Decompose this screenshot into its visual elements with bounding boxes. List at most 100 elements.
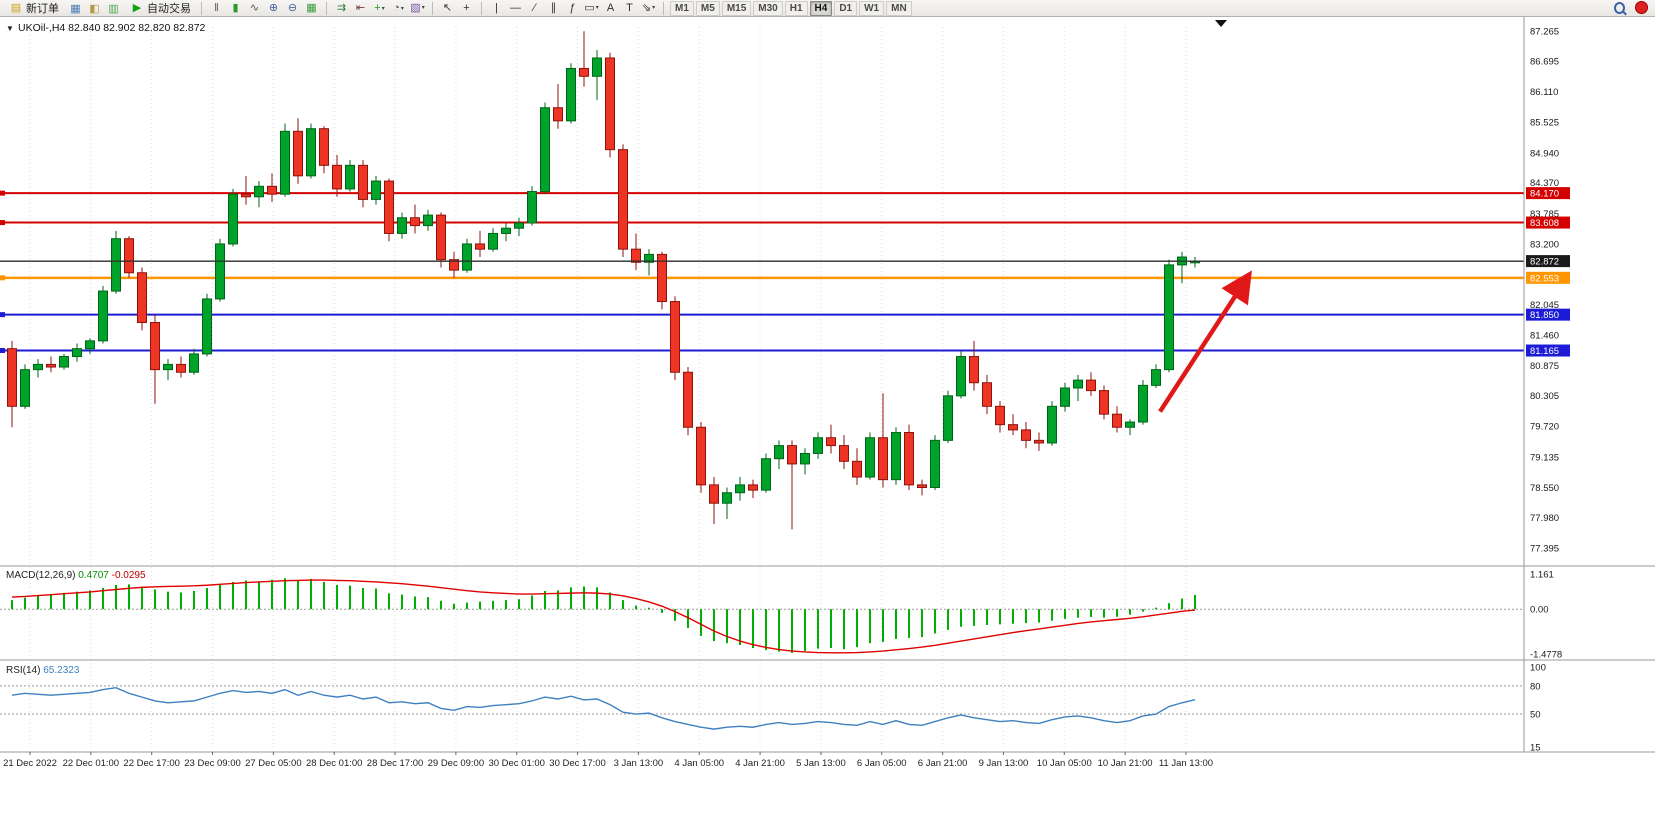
search-icon[interactable] bbox=[1613, 0, 1632, 17]
chart-window[interactable]: ▼ UKOil-,H4 82.840 82.902 82.820 82.872 87… bbox=[0, 17, 1655, 818]
auto-trading-button[interactable]: ▶ 自动交易 bbox=[125, 0, 196, 17]
timeframe-D1[interactable]: D1 bbox=[834, 0, 858, 16]
auto-scroll-icon[interactable]: ⇉ bbox=[336, 2, 347, 15]
periods-icon[interactable]: ◔ ▾ bbox=[393, 2, 404, 15]
dropdown-caret-icon: ▾ bbox=[400, 5, 404, 12]
channel-icon[interactable]: ∥ bbox=[550, 2, 557, 15]
new-order-icon: ▤ bbox=[10, 1, 22, 14]
price-tick-label: 81.460 bbox=[1530, 331, 1559, 342]
macd-axis-label: 1.161 bbox=[1530, 570, 1554, 581]
bar-position-marker-icon bbox=[1215, 20, 1227, 27]
shapes-icon[interactable]: ▭ ▾ bbox=[584, 2, 599, 15]
dropdown-caret-icon: ▾ bbox=[652, 5, 656, 12]
new-order-button[interactable]: ▤ 新订单 bbox=[4, 0, 64, 17]
price-tick-label: 82.045 bbox=[1530, 300, 1559, 311]
hline-handle-81.850[interactable] bbox=[0, 312, 5, 318]
timeframe-H1[interactable]: H1 bbox=[784, 0, 808, 16]
zoom-out-icon[interactable]: ⊖ bbox=[287, 2, 298, 15]
dropdown-caret-icon: ▾ bbox=[381, 5, 385, 12]
alert-icon-glyph bbox=[1635, 1, 1648, 14]
trend-arrow-annotation[interactable] bbox=[1158, 270, 1252, 413]
indicators-icon[interactable]: + ▾ bbox=[374, 2, 385, 15]
horizontal-line-icon[interactable]: — bbox=[510, 2, 521, 15]
svg-text:82.553: 82.553 bbox=[1530, 273, 1559, 284]
price-badge-82.872: 82.872 bbox=[1526, 255, 1570, 268]
symbol-ohlc-label: UKOil-,H4 82.840 82.902 82.820 82.872 bbox=[18, 22, 206, 34]
macd-axis-label: 0.00 bbox=[1530, 605, 1549, 616]
chart-shift-icon[interactable]: ⇤ bbox=[355, 2, 366, 15]
time-tick-label: 5 Jan 13:00 bbox=[796, 758, 846, 769]
price-tick-label: 85.525 bbox=[1530, 118, 1559, 129]
hline-handle-81.165[interactable] bbox=[0, 348, 5, 354]
panel-borders bbox=[0, 17, 1655, 753]
chart-svg[interactable]: ▼ UKOil-,H4 82.840 82.902 82.820 82.872 87… bbox=[0, 17, 1655, 818]
time-tick-label: 10 Jan 21:00 bbox=[1098, 758, 1153, 769]
dropdown-caret-icon: ▾ bbox=[595, 5, 599, 12]
rsi-panel: RSI(14) 65.2323 100 80 50 15 bbox=[0, 663, 1546, 754]
autotrade-play-icon: ▶ bbox=[132, 1, 142, 14]
toolbar-separator bbox=[663, 1, 664, 15]
cursor-icon[interactable]: ↖ bbox=[442, 2, 453, 15]
timeframe-W1[interactable]: W1 bbox=[859, 0, 885, 16]
main-chart-panel: ▼ UKOil-,H4 82.840 82.902 82.820 82.872 bbox=[0, 20, 1524, 530]
price-badge-83.608: 83.608 bbox=[1526, 216, 1570, 229]
new-order-label: 新订单 bbox=[26, 3, 59, 15]
time-tick-label: 29 Dec 09:00 bbox=[428, 758, 485, 769]
time-axis[interactable]: 21 Dec 2022 22 Dec 01:00 22 Dec 17:00 23 De… bbox=[3, 752, 1213, 769]
time-tick-label: 27 Dec 05:00 bbox=[245, 758, 302, 769]
toolbar-separator bbox=[201, 1, 202, 15]
charts-grid-icon[interactable]: ▦ bbox=[70, 2, 81, 15]
rsi-axis-label: 100 bbox=[1530, 663, 1546, 674]
rsi-axis-label: 80 bbox=[1530, 681, 1541, 692]
fibonacci-icon[interactable]: ƒ bbox=[569, 2, 576, 15]
candlestick-chart-icon[interactable]: ▮ bbox=[232, 2, 239, 15]
timeframe-toolbar: M1 M5 M15 M30 H1 H4 D1 W1 MN bbox=[669, 0, 913, 16]
arrows-icon[interactable]: ⇘ ▾ bbox=[641, 2, 656, 15]
hline-handle-83.608[interactable] bbox=[0, 220, 5, 226]
price-axis[interactable]: 87.265 86.695 86.110 85.525 84.940 84.370 83.7… bbox=[1526, 27, 1570, 555]
timeframe-H4[interactable]: H4 bbox=[809, 0, 833, 16]
time-tick-label: 4 Jan 05:00 bbox=[674, 758, 724, 769]
price-tick-label: 77.395 bbox=[1530, 544, 1559, 555]
svg-text:83.608: 83.608 bbox=[1530, 218, 1559, 229]
grid-icon[interactable]: ▦ bbox=[306, 2, 317, 15]
price-tick-label: 83.785 bbox=[1530, 209, 1559, 220]
timeframe-M30[interactable]: M30 bbox=[753, 0, 783, 16]
templates-icon[interactable]: ▧ ▾ bbox=[410, 2, 425, 15]
bar-chart-icon[interactable]: ‖ bbox=[214, 2, 219, 15]
dropdown-caret-icon: ▾ bbox=[421, 5, 425, 12]
timeframe-MN[interactable]: MN bbox=[886, 0, 912, 16]
line-chart-icon[interactable]: ∿ bbox=[249, 2, 260, 15]
timeframe-M5[interactable]: M5 bbox=[695, 0, 720, 16]
time-tick-label: 22 Dec 01:00 bbox=[63, 758, 120, 769]
svg-text:81.850: 81.850 bbox=[1530, 310, 1559, 321]
price-badge-81.165: 81.165 bbox=[1526, 344, 1570, 357]
time-tick-label: 23 Dec 09:00 bbox=[184, 758, 241, 769]
macd-axis-label: -1.4778 bbox=[1530, 650, 1562, 661]
trendline-icon[interactable]: ∕ bbox=[533, 2, 536, 15]
data-window-icon[interactable]: ▥ bbox=[108, 2, 119, 15]
zoom-in-icon[interactable]: ⊕ bbox=[268, 2, 279, 15]
hline-handle-82.553[interactable] bbox=[0, 275, 5, 281]
price-tick-label: 79.720 bbox=[1530, 422, 1559, 433]
svg-text:81.165: 81.165 bbox=[1530, 346, 1559, 357]
price-badge-82.553: 82.553 bbox=[1526, 271, 1570, 284]
text-icon[interactable]: A bbox=[606, 2, 615, 15]
timeframe-M15[interactable]: M15 bbox=[721, 0, 752, 16]
vertical-line-icon[interactable]: | bbox=[495, 2, 498, 15]
alert-icon[interactable] bbox=[1632, 0, 1651, 16]
crosshair-icon[interactable]: + bbox=[463, 2, 470, 15]
price-tick-label: 80.305 bbox=[1530, 391, 1559, 402]
collapse-quotes-icon[interactable]: ▼ bbox=[6, 24, 14, 33]
macd-signal-line bbox=[11, 579, 1196, 654]
time-tick-label: 6 Jan 05:00 bbox=[857, 758, 907, 769]
label-icon[interactable]: T bbox=[626, 2, 633, 15]
timeframe-M1[interactable]: M1 bbox=[670, 0, 694, 16]
time-tick-label: 9 Jan 13:00 bbox=[979, 758, 1029, 769]
candlesticks bbox=[7, 31, 1200, 530]
toolbar-separator bbox=[432, 1, 433, 15]
market-watch-icon[interactable]: ◧ bbox=[89, 2, 100, 15]
time-tick-label: 3 Jan 13:00 bbox=[614, 758, 664, 769]
hline-handle-84.170[interactable] bbox=[0, 190, 5, 196]
price-tick-label: 78.550 bbox=[1530, 483, 1559, 494]
